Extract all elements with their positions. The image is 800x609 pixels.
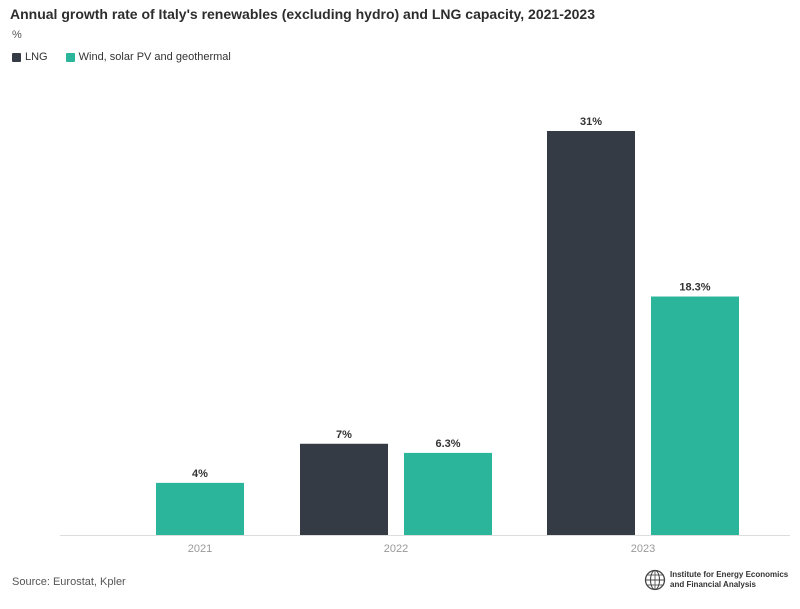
- data-label-renewables-2022: 6.3%: [435, 438, 460, 450]
- globe-icon: [644, 569, 666, 591]
- data-label-lng-2022: 7%: [336, 429, 352, 441]
- data-label-renewables-2023: 18.3%: [679, 282, 710, 294]
- unit-label: %: [12, 29, 22, 41]
- legend-label-renewables: Wind, solar PV and geothermal: [78, 51, 231, 63]
- legend-label-lng: LNG: [25, 51, 48, 63]
- x-tick-label-2021: 2021: [188, 543, 212, 555]
- source-note: Source: Eurostat, Kpler: [12, 576, 126, 588]
- legend: LNG Wind, solar PV and geothermal: [12, 51, 249, 63]
- legend-item-lng: LNG: [12, 51, 48, 63]
- bar-lng-2022: [300, 443, 388, 535]
- data-label-renewables-2021: 4%: [192, 468, 208, 480]
- x-tick-label-2022: 2022: [384, 543, 408, 555]
- x-tick-label-2023: 2023: [631, 543, 655, 555]
- ieefa-logo: Institute for Energy Economics and Finan…: [644, 569, 788, 591]
- bar-renewables-2023: [651, 296, 739, 535]
- logo-line-2: and Financial Analysis: [670, 580, 756, 589]
- legend-swatch-renewables: [65, 52, 75, 62]
- bar-lng-2023: [547, 131, 635, 535]
- bar-renewables-2021: [156, 482, 244, 535]
- logo-line-1: Institute for Energy Economics: [670, 570, 789, 579]
- legend-item-renewables: Wind, solar PV and geothermal: [65, 51, 231, 63]
- logo-text: Institute for Energy Economics and Finan…: [670, 570, 788, 590]
- bar-renewables-2022: [404, 452, 492, 535]
- legend-swatch-lng: [12, 52, 21, 62]
- chart-title: Annual growth rate of Italy's renewables…: [10, 6, 596, 22]
- data-label-lng-2023: 31%: [580, 116, 602, 128]
